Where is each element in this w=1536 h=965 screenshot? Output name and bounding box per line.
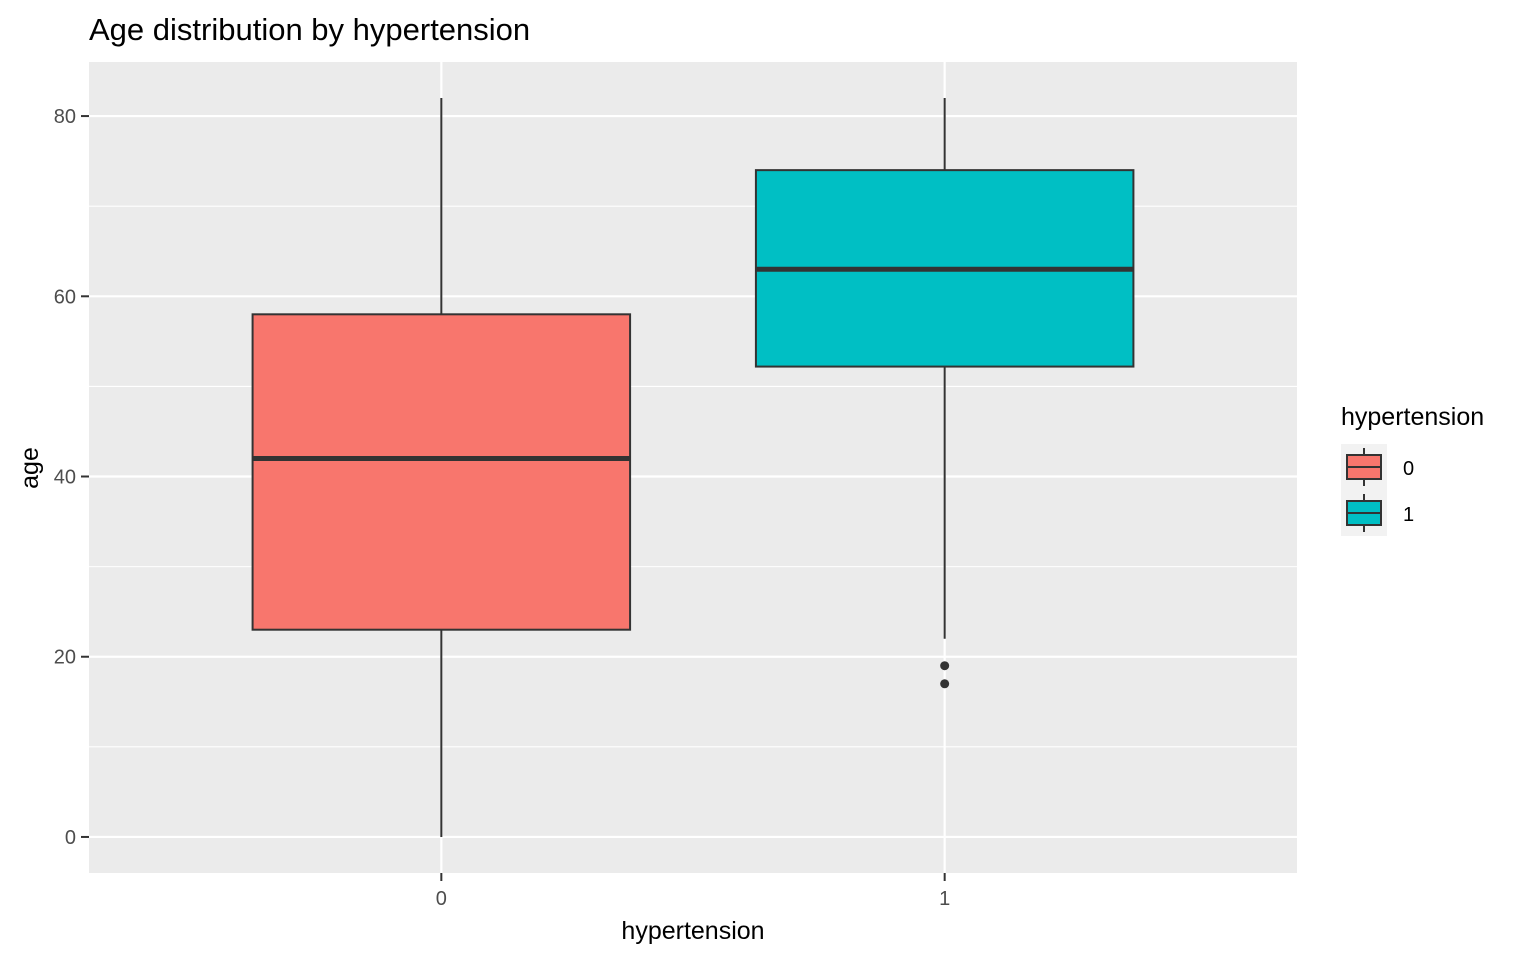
outlier-point	[940, 679, 950, 689]
axes: 0 20 40 60 80 0 1	[54, 106, 950, 910]
x-tick-label: 0	[436, 888, 447, 910]
box-iqr	[251, 313, 632, 631]
y-tick-label: 20	[54, 647, 76, 669]
box-group-0	[251, 98, 632, 837]
y-tick-label: 80	[54, 106, 76, 128]
y-tick-label: 0	[65, 827, 76, 849]
y-tick-label: 60	[54, 286, 76, 308]
y-tick-label: 40	[54, 467, 76, 489]
legend-item-0: 0	[1341, 444, 1414, 490]
x-axis-label: hypertension	[621, 917, 764, 945]
legend-title: hypertension	[1341, 403, 1484, 431]
x-tick-label: 1	[939, 888, 950, 910]
chart-title: Age distribution by hypertension	[89, 12, 530, 47]
y-axis-label: age	[16, 447, 44, 489]
legend-label: 1	[1403, 504, 1414, 526]
box-group-1	[754, 98, 1135, 689]
legend-label: 0	[1403, 458, 1414, 480]
legend: hypertension 0 1	[1341, 403, 1484, 536]
outlier-point	[940, 661, 950, 671]
legend-item-1: 1	[1341, 490, 1414, 536]
box-series	[251, 98, 1135, 837]
